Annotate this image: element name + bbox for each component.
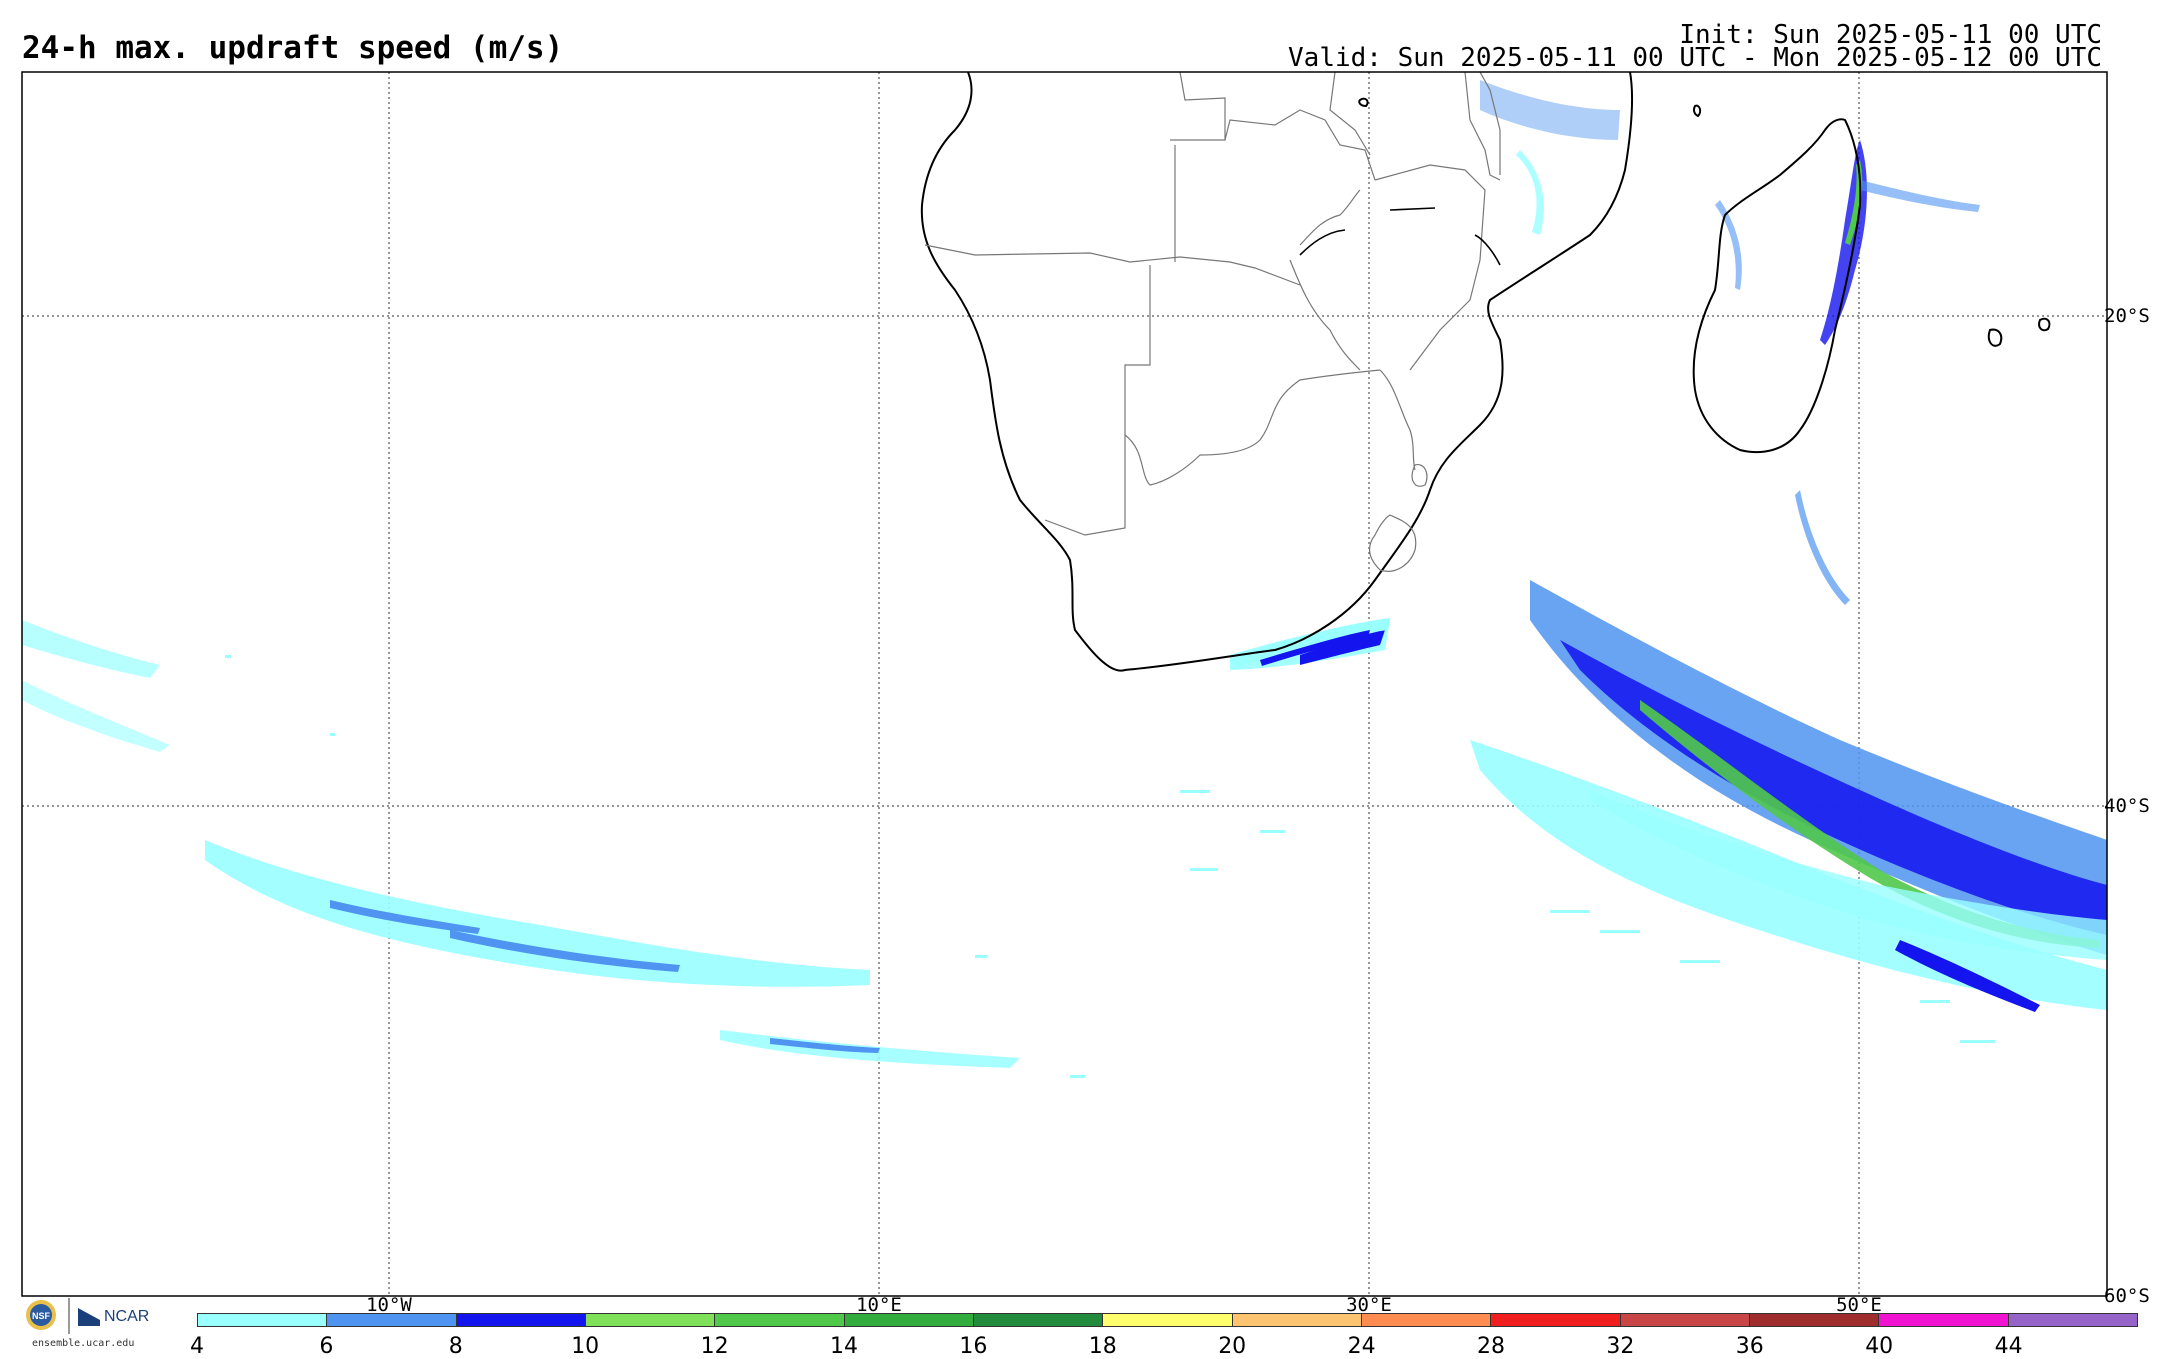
- map-title: 24-h max. updraft speed (m/s): [22, 30, 564, 66]
- colorbar-label: 36: [1735, 1334, 1764, 1359]
- logo-group: NSF NCAR ensemble.ucar.edu: [22, 1298, 162, 1350]
- updraft-swath-west: [22, 620, 1020, 1068]
- colorbar-label: 28: [1477, 1334, 1505, 1359]
- valid-time: Valid: Sun 2025-05-11 00 UTC - Mon 2025-…: [1288, 43, 2102, 73]
- updraft-specks: [225, 655, 1995, 1078]
- colorbar-segment: [715, 1314, 845, 1326]
- colorbar-segment: [198, 1314, 328, 1326]
- ncar-logo-text: NCAR: [104, 1308, 150, 1325]
- lat-label-40s: 40°S: [2104, 795, 2150, 817]
- colorbar-label: 20: [1218, 1334, 1247, 1359]
- colorbar-segment: [844, 1314, 974, 1326]
- colorbar-label: 6: [319, 1334, 334, 1359]
- ncar-logo-icon: [78, 1308, 100, 1326]
- site-url: ensemble.ucar.edu: [32, 1338, 135, 1349]
- colorbar-label: 18: [1088, 1334, 1117, 1359]
- lakes: [1299, 207, 1501, 266]
- logo-divider: [68, 1298, 70, 1334]
- colorbar-label: 14: [830, 1334, 858, 1359]
- colorbar-label: 44: [1994, 1334, 2023, 1359]
- colorbar-segment: [1491, 1314, 1621, 1326]
- madagascar-coast: [1692, 118, 1862, 454]
- colorbar-segment: [1103, 1314, 1233, 1326]
- coastlines: [920, 72, 2051, 672]
- updraft-swath-east: [1230, 490, 2107, 1012]
- nsf-logo-text: NSF: [32, 1311, 51, 1321]
- colorbar-label: 24: [1347, 1334, 1376, 1359]
- lon-label-30e: 30°E: [1346, 1294, 1392, 1316]
- colorbar-segment: [327, 1314, 457, 1326]
- updraft-madagascar: [1230, 80, 1980, 668]
- colorbar-label: 8: [448, 1334, 463, 1359]
- colorbar-label: 16: [959, 1334, 988, 1359]
- colorbar-segment: [973, 1314, 1104, 1326]
- colorbar-segment: [1361, 1314, 1492, 1326]
- lat-label-60s: 60°S: [2104, 1285, 2150, 1307]
- colorbar-segment: [585, 1314, 716, 1326]
- map-frame: [21, 71, 2108, 1297]
- colorbar-label: 12: [700, 1334, 729, 1359]
- colorbar-segment: [1879, 1314, 2009, 1326]
- colorbar-label: 10: [571, 1334, 600, 1359]
- graticule: [22, 72, 2107, 1296]
- colorbar-segment: [456, 1314, 586, 1326]
- colorbar-label: 40: [1865, 1334, 1894, 1359]
- colorbar-label: 32: [1606, 1334, 1635, 1359]
- country-borders: [924, 72, 1501, 572]
- lat-label-20s: 20°S: [2104, 305, 2150, 327]
- colorbar: [197, 1313, 2138, 1327]
- colorbar-segment: [1232, 1314, 1362, 1326]
- lon-label-10e: 10°E: [856, 1294, 902, 1316]
- ncar-logo: NCAR: [78, 1304, 149, 1330]
- africa-coast: [920, 72, 1634, 672]
- colorbar-segment: [2008, 1314, 2137, 1326]
- colorbar-segment: [1749, 1314, 1880, 1326]
- nsf-logo-icon: NSF: [26, 1300, 56, 1330]
- lon-label-10w: 10°W: [366, 1294, 412, 1316]
- colorbar-label: 4: [190, 1334, 204, 1359]
- init-time: Init: Sun 2025-05-11 00 UTC: [1679, 20, 2102, 50]
- lon-label-50e: 50°E: [1836, 1294, 1882, 1316]
- colorbar-segment: [1620, 1314, 1750, 1326]
